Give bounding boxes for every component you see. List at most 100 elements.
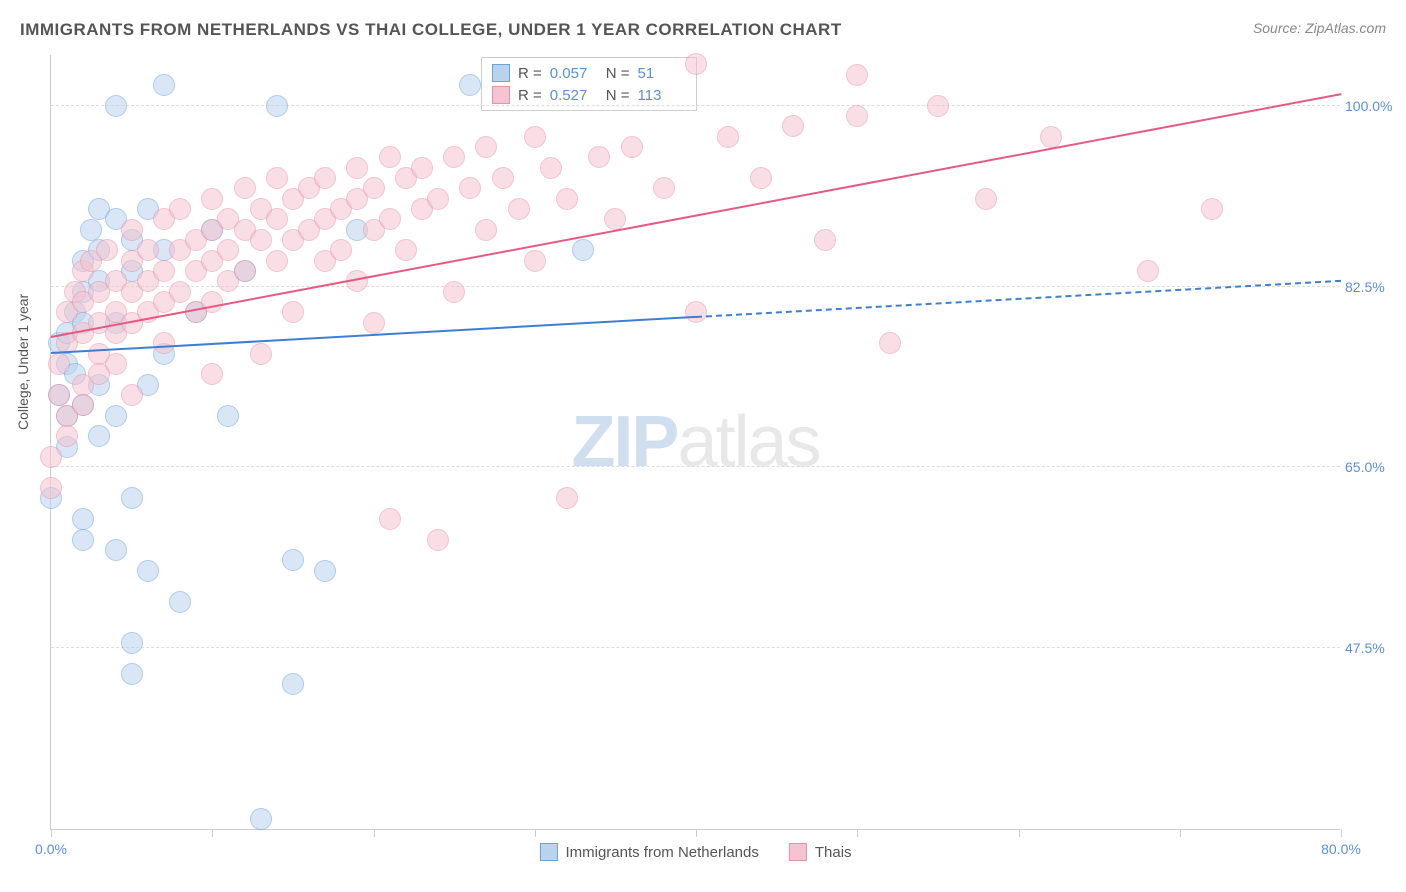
data-point bbox=[508, 198, 530, 220]
n-value-series2: 113 bbox=[638, 87, 686, 104]
x-tick-label: 80.0% bbox=[1321, 841, 1361, 857]
data-point bbox=[314, 560, 336, 582]
data-point bbox=[346, 157, 368, 179]
data-point bbox=[40, 477, 62, 499]
data-point bbox=[282, 549, 304, 571]
x-tick bbox=[535, 829, 536, 837]
stats-row-series2: R = 0.527 N = 113 bbox=[492, 84, 686, 106]
data-point bbox=[459, 177, 481, 199]
legend-item-series1: Immigrants from Netherlands bbox=[539, 843, 758, 861]
data-point bbox=[169, 281, 191, 303]
data-point bbox=[782, 115, 804, 137]
data-point bbox=[879, 332, 901, 354]
data-point bbox=[427, 188, 449, 210]
data-point bbox=[975, 188, 997, 210]
data-point bbox=[169, 198, 191, 220]
data-point bbox=[72, 529, 94, 551]
stats-row-series1: R = 0.057 N = 51 bbox=[492, 62, 686, 84]
data-point bbox=[363, 312, 385, 334]
data-point bbox=[1040, 126, 1062, 148]
r-label: R = bbox=[518, 65, 542, 82]
legend-item-series2: Thais bbox=[789, 843, 852, 861]
data-point bbox=[96, 239, 118, 261]
data-point bbox=[105, 405, 127, 427]
watermark-light: atlas bbox=[677, 402, 819, 482]
data-point bbox=[814, 229, 836, 251]
gridline bbox=[51, 286, 1340, 287]
swatch-series2 bbox=[492, 86, 510, 104]
data-point bbox=[72, 394, 94, 416]
r-label: R = bbox=[518, 87, 542, 104]
data-point bbox=[1137, 260, 1159, 282]
data-point bbox=[846, 64, 868, 86]
data-point bbox=[121, 384, 143, 406]
data-point bbox=[201, 188, 223, 210]
data-point bbox=[540, 157, 562, 179]
data-point bbox=[234, 177, 256, 199]
data-point bbox=[48, 353, 70, 375]
data-point bbox=[234, 260, 256, 282]
data-point bbox=[153, 260, 175, 282]
y-axis-label: College, Under 1 year bbox=[15, 294, 31, 430]
data-point bbox=[217, 405, 239, 427]
data-point bbox=[411, 157, 433, 179]
scatter-chart: ZIPatlas R = 0.057 N = 51 R = 0.527 N = … bbox=[50, 55, 1340, 830]
data-point bbox=[927, 95, 949, 117]
x-tick bbox=[1341, 829, 1342, 837]
correlation-stats-box: R = 0.057 N = 51 R = 0.527 N = 113 bbox=[481, 57, 697, 111]
data-point bbox=[266, 250, 288, 272]
y-tick-label: 65.0% bbox=[1345, 459, 1400, 475]
x-tick bbox=[857, 829, 858, 837]
legend-swatch-series1 bbox=[539, 843, 557, 861]
data-point bbox=[153, 332, 175, 354]
data-point bbox=[314, 167, 336, 189]
data-point bbox=[556, 487, 578, 509]
data-point bbox=[604, 208, 626, 230]
x-tick bbox=[696, 829, 697, 837]
n-value-series1: 51 bbox=[638, 65, 686, 82]
watermark-bold: ZIP bbox=[571, 402, 677, 482]
data-point bbox=[105, 539, 127, 561]
data-point bbox=[1201, 198, 1223, 220]
legend-label-series2: Thais bbox=[815, 844, 852, 861]
x-tick bbox=[1019, 829, 1020, 837]
data-point bbox=[846, 105, 868, 127]
data-point bbox=[556, 188, 578, 210]
data-point bbox=[250, 343, 272, 365]
data-point bbox=[750, 167, 772, 189]
data-point bbox=[379, 146, 401, 168]
r-value-series1: 0.057 bbox=[550, 65, 598, 82]
x-tick bbox=[51, 829, 52, 837]
data-point bbox=[201, 363, 223, 385]
data-point bbox=[121, 219, 143, 241]
data-point bbox=[80, 219, 102, 241]
data-point bbox=[379, 508, 401, 530]
legend-swatch-series2 bbox=[789, 843, 807, 861]
data-point bbox=[266, 167, 288, 189]
r-value-series2: 0.527 bbox=[550, 87, 598, 104]
x-tick bbox=[1180, 829, 1181, 837]
data-point bbox=[717, 126, 739, 148]
watermark: ZIPatlas bbox=[571, 401, 819, 483]
data-point bbox=[282, 301, 304, 323]
legend-label-series1: Immigrants from Netherlands bbox=[565, 844, 758, 861]
swatch-series1 bbox=[492, 64, 510, 82]
data-point bbox=[475, 136, 497, 158]
data-point bbox=[443, 281, 465, 303]
data-point bbox=[88, 425, 110, 447]
data-point bbox=[250, 808, 272, 830]
data-point bbox=[121, 632, 143, 654]
data-point bbox=[492, 167, 514, 189]
data-point bbox=[201, 291, 223, 313]
data-point bbox=[105, 95, 127, 117]
data-point bbox=[121, 663, 143, 685]
data-point bbox=[330, 239, 352, 261]
data-point bbox=[621, 136, 643, 158]
data-point bbox=[363, 177, 385, 199]
data-point bbox=[169, 591, 191, 613]
data-point bbox=[475, 219, 497, 241]
data-point bbox=[137, 560, 159, 582]
data-point bbox=[137, 239, 159, 261]
chart-title: IMMIGRANTS FROM NETHERLANDS VS THAI COLL… bbox=[20, 20, 842, 39]
data-point bbox=[524, 250, 546, 272]
